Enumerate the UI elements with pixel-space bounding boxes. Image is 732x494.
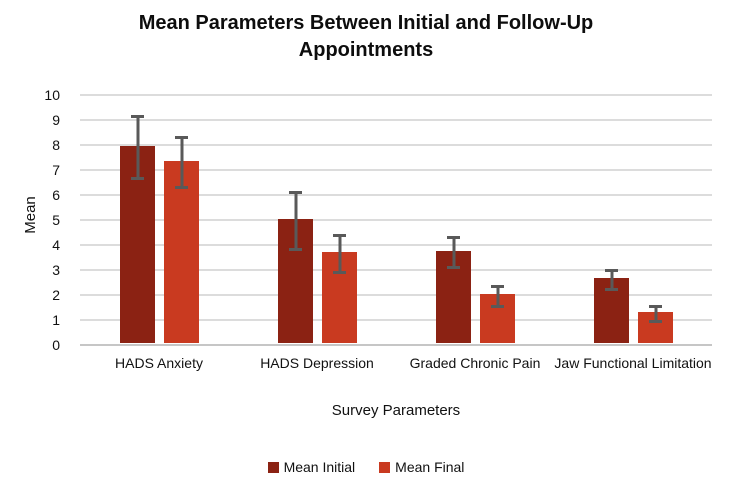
error-bar-stem: [294, 191, 297, 252]
chart-title-line-2: Appointments: [298, 39, 434, 61]
legend-label-mean-final: Mean Final: [395, 459, 465, 475]
gridline: [80, 319, 712, 321]
y-tick-label: 5: [52, 212, 60, 228]
error-bar-stem: [496, 285, 499, 308]
y-tick-label: 10: [44, 87, 60, 103]
y-tick-label: 0: [52, 337, 60, 353]
error-bar: [333, 233, 346, 274]
error-bar-stem: [136, 115, 139, 180]
legend: Mean Initial Mean Final: [0, 459, 732, 475]
error-bar-bottom-cap: [131, 177, 144, 180]
error-bar: [289, 191, 302, 252]
legend-swatch-final-icon: [379, 461, 391, 473]
gridline: [80, 94, 712, 96]
y-tick-label: 3: [52, 262, 60, 278]
gridline: [80, 144, 712, 146]
y-tick-label: 8: [52, 137, 60, 153]
error-bar-stem: [654, 305, 657, 323]
error-bar: [491, 285, 504, 308]
error-bar-bottom-cap: [175, 185, 188, 189]
error-bar: [175, 136, 188, 189]
error-bar-bottom-cap: [289, 248, 302, 252]
gridline: [80, 169, 712, 171]
error-bar-stem: [180, 136, 183, 189]
gridline: [80, 244, 712, 246]
error-bar: [447, 236, 460, 269]
legend-item-mean-initial: Mean Initial: [267, 459, 356, 475]
x-category-label: Graded Chronic Pain: [409, 355, 541, 371]
y-tick-label: 7: [52, 162, 60, 178]
gridline: [80, 269, 712, 271]
x-category-label: Jaw Functional Limitation: [554, 355, 712, 371]
error-bar: [605, 268, 618, 292]
error-bar: [131, 115, 144, 180]
y-tick-label: 4: [52, 237, 60, 253]
gridline: [80, 194, 712, 196]
y-tick-label: 2: [52, 287, 60, 303]
error-bar-bottom-cap: [447, 265, 460, 269]
error-bar-bottom-cap: [605, 288, 618, 292]
error-bar-stem: [338, 233, 341, 274]
chart-title: Mean Parameters Between Initial and Foll…: [0, 10, 732, 64]
legend-item-mean-final: Mean Final: [379, 459, 464, 475]
gridline: [80, 119, 712, 121]
bar-final: [164, 160, 199, 343]
x-axis-line: [80, 344, 712, 346]
error-bar-bottom-cap: [333, 270, 346, 274]
error-bar-bottom-cap: [491, 304, 504, 308]
error-bar-stem: [452, 236, 455, 269]
error-bar-stem: [610, 268, 613, 292]
y-tick-label: 1: [52, 312, 60, 328]
x-category-label: HADS Anxiety: [115, 355, 203, 371]
legend-label-mean-initial: Mean Initial: [283, 459, 356, 475]
gridline: [80, 294, 712, 296]
gridline: [80, 219, 712, 221]
x-axis-title: Survey Parameters: [331, 402, 461, 419]
error-bar: [649, 305, 662, 323]
chart-title-line-1: Mean Parameters Between Initial and Foll…: [138, 12, 594, 34]
y-tick-label: 6: [52, 187, 60, 203]
plot-area: [80, 94, 712, 346]
error-bar-bottom-cap: [649, 319, 662, 323]
legend-swatch-initial-icon: [267, 461, 279, 473]
y-tick-label: 9: [52, 112, 60, 128]
x-category-label: HADS Depression: [260, 355, 374, 371]
